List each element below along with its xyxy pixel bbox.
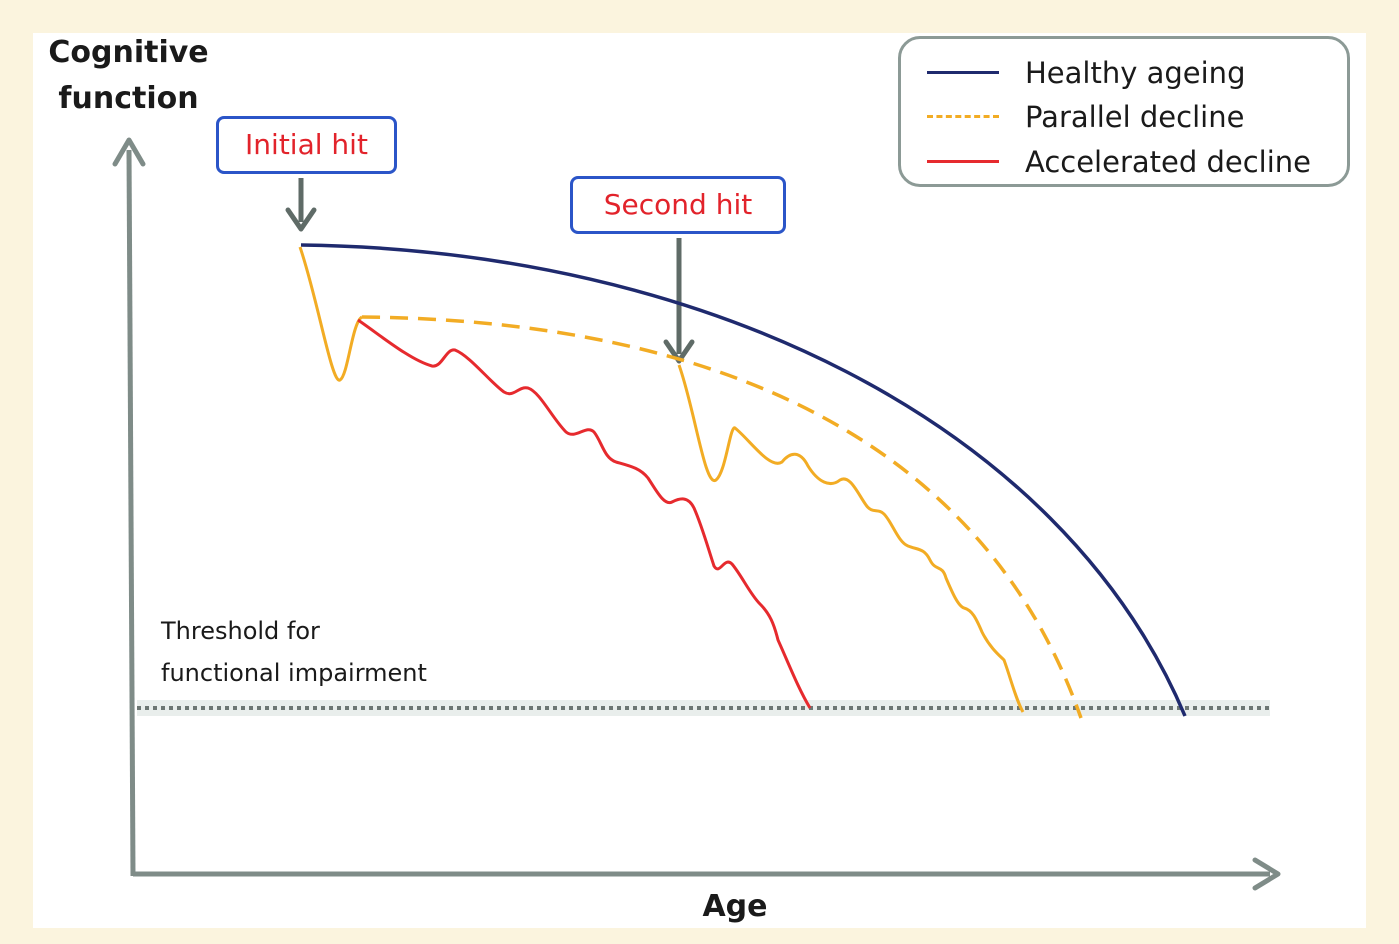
accelerated-decline-curve bbox=[357, 318, 812, 709]
x-axis-arrowhead bbox=[1252, 857, 1281, 891]
legend: Healthy ageing Parallel decline Accelera… bbox=[898, 36, 1350, 187]
threshold-label: Threshold for functional impairment bbox=[161, 610, 481, 694]
initial-hit-drop bbox=[298, 246, 364, 382]
parallel-decline-dashed-curve bbox=[361, 315, 1083, 719]
threshold-label-line2: functional impairment bbox=[161, 659, 427, 687]
healthy-ageing-curve bbox=[300, 243, 1187, 717]
legend-item-accelerated-decline: Accelerated decline bbox=[927, 140, 1347, 184]
legend-item-healthy-ageing: Healthy ageing bbox=[927, 51, 1347, 95]
legend-swatch-accelerated-decline bbox=[927, 160, 999, 163]
legend-label-healthy-ageing: Healthy ageing bbox=[1025, 56, 1246, 90]
legend-swatch-parallel-decline bbox=[927, 115, 999, 118]
y-axis-title-line2: function bbox=[58, 81, 199, 116]
legend-swatch-healthy-ageing bbox=[927, 71, 999, 74]
second-hit-arrowhead bbox=[663, 339, 695, 364]
threshold-band bbox=[137, 700, 1270, 716]
y-axis bbox=[126, 149, 136, 877]
threshold-label-line1: Threshold for bbox=[161, 617, 320, 645]
initial-hit-label: Initial hit bbox=[216, 116, 397, 174]
initial-hit-arrowhead bbox=[285, 207, 317, 232]
y-axis-arrowhead bbox=[112, 137, 146, 167]
legend-label-parallel-decline: Parallel decline bbox=[1025, 100, 1245, 134]
second-hit-label: Second hit bbox=[570, 176, 786, 234]
second-hit-drop-wavy-decline bbox=[677, 364, 1025, 713]
y-axis-title-line1: Cognitive bbox=[48, 35, 209, 70]
x-axis-title: Age bbox=[702, 889, 768, 924]
legend-item-parallel-decline: Parallel decline bbox=[927, 95, 1347, 139]
y-axis-title: Cognitive function bbox=[36, 30, 221, 122]
legend-label-accelerated-decline: Accelerated decline bbox=[1025, 145, 1312, 179]
